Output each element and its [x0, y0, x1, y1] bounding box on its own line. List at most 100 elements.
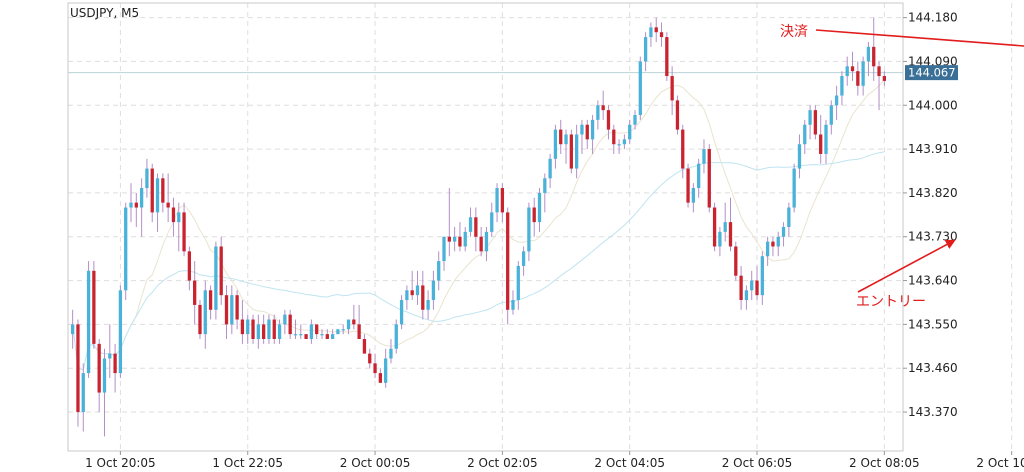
- candles: [71, 17, 886, 437]
- candle-body: [681, 129, 685, 169]
- annotation-entry-label: エントリー: [856, 294, 926, 310]
- candle-body: [224, 295, 229, 325]
- candle-body: [235, 295, 239, 320]
- candle-body: [564, 134, 568, 145]
- candle-body: [803, 124, 807, 145]
- candle-body: [251, 319, 255, 339]
- candle-body: [129, 202, 133, 208]
- candle-body: [447, 236, 451, 242]
- candle-body: [723, 222, 727, 232]
- candle-body: [479, 236, 483, 252]
- candle-body: [426, 300, 430, 310]
- candle-body: [882, 76, 886, 81]
- candle-body: [580, 124, 584, 135]
- candle-body: [86, 270, 91, 374]
- candle-body: [346, 319, 351, 330]
- candle-body: [569, 134, 573, 169]
- x-tick-label: 2 Oct 08:05: [849, 456, 920, 470]
- candle-body: [638, 61, 642, 115]
- candle-body: [771, 241, 775, 247]
- candle-body: [272, 319, 276, 339]
- plot-frame: [67, 2, 904, 452]
- candle-body: [203, 290, 207, 335]
- candle-body: [734, 246, 738, 276]
- candle-body: [330, 334, 335, 339]
- current-price-label-text: 144.067: [908, 66, 956, 80]
- candle-body: [299, 334, 303, 336]
- x-tick-label: 2 Oct 06:05: [722, 456, 793, 470]
- candle-body: [373, 363, 377, 374]
- candle-body: [760, 256, 764, 296]
- candle-body: [341, 329, 345, 331]
- candle-body: [325, 334, 329, 339]
- candle-body: [872, 46, 876, 67]
- candle-body: [368, 353, 372, 364]
- candle-body: [246, 319, 250, 335]
- candle-body: [405, 290, 409, 301]
- candle-body: [362, 339, 367, 354]
- y-tick-label: 143.550: [908, 317, 958, 331]
- candle-body: [633, 115, 637, 125]
- y-tick-label: 143.820: [908, 186, 958, 200]
- candle-body: [856, 71, 860, 86]
- candle-body: [177, 212, 181, 223]
- y-tick-label: 143.640: [908, 274, 958, 288]
- candle-body: [659, 32, 664, 38]
- x-tick-label: 1 Oct 20:05: [85, 456, 156, 470]
- candle-body: [840, 76, 844, 96]
- candle-body: [744, 290, 749, 301]
- candle-body: [230, 295, 234, 325]
- y-tick-label: 143.730: [908, 230, 958, 244]
- y-tick-label: 143.910: [908, 142, 958, 156]
- candle-body: [824, 124, 828, 154]
- candle-body: [161, 178, 165, 203]
- candle-body: [601, 105, 605, 111]
- candle-body: [261, 324, 266, 339]
- candle-body: [410, 290, 414, 296]
- candle-body: [511, 300, 515, 310]
- chart-title: USDJPY, M5: [70, 6, 139, 20]
- candle-body: [384, 358, 388, 383]
- candle-body: [622, 139, 627, 145]
- candle-body: [490, 212, 494, 232]
- x-tick-label: 2 Oct 04:05: [594, 456, 665, 470]
- candle-body: [415, 285, 420, 296]
- candle-body: [474, 217, 478, 237]
- candle-body: [755, 280, 759, 296]
- candle-body: [113, 353, 117, 374]
- candle-body: [145, 168, 149, 189]
- candle-body: [612, 129, 616, 145]
- candle-body: [702, 149, 706, 164]
- candle-body: [399, 300, 404, 325]
- candle-body: [617, 144, 621, 146]
- candle-body: [606, 110, 611, 130]
- candle-body: [267, 319, 271, 339]
- candle-body: [277, 324, 282, 339]
- candle-body: [585, 124, 589, 140]
- candle-body: [543, 178, 547, 193]
- candle-body: [665, 37, 669, 77]
- candle-body: [336, 329, 340, 335]
- candle-body: [548, 158, 552, 179]
- candle-body: [697, 163, 701, 189]
- candle-body: [643, 37, 648, 62]
- candle-body: [458, 236, 462, 247]
- candle-body: [437, 261, 441, 281]
- candle-body: [861, 61, 865, 86]
- y-tick-label: 144.090: [908, 54, 958, 68]
- candle-body: [500, 188, 505, 213]
- y-tick-label: 144.000: [908, 98, 958, 112]
- candle-body: [171, 207, 176, 223]
- x-tick-label: 2 Oct 10:05: [976, 456, 1024, 470]
- candle-body: [118, 290, 123, 374]
- candle-body: [797, 144, 802, 169]
- candle-body: [792, 168, 796, 208]
- candle-body: [463, 231, 467, 247]
- candle-body: [124, 207, 128, 291]
- candle-body: [442, 236, 446, 262]
- candle-body: [389, 348, 393, 359]
- candle-body: [787, 207, 791, 227]
- candle-body: [484, 231, 489, 252]
